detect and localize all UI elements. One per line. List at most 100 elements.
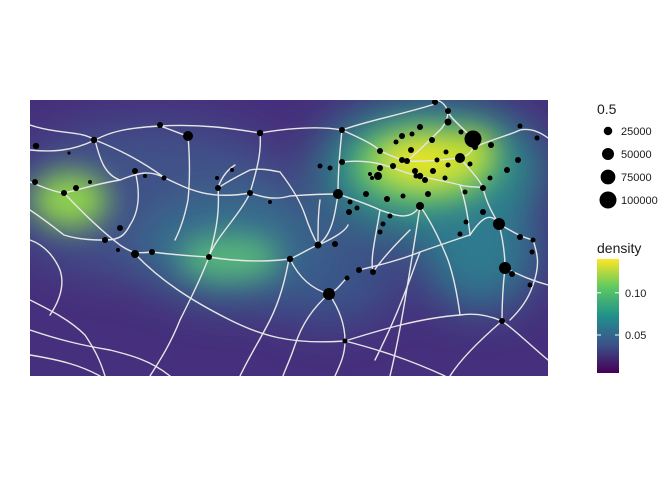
- city-point: [445, 162, 451, 168]
- city-point: [504, 167, 510, 173]
- road-line: [449, 320, 503, 376]
- city-point: [409, 131, 415, 137]
- city-point: [464, 130, 482, 148]
- road-line: [30, 354, 101, 376]
- road-line: [134, 253, 346, 343]
- city-point: [117, 225, 123, 231]
- density-surface: [30, 100, 548, 376]
- city-point: [430, 168, 436, 174]
- road-line: [341, 160, 421, 177]
- city-point: [116, 248, 120, 252]
- city-point: [161, 175, 167, 181]
- city-point: [157, 122, 163, 128]
- city-point: [374, 172, 382, 180]
- size-legend-circle: [599, 191, 617, 209]
- city-point: [457, 231, 463, 237]
- road-line: [249, 192, 339, 199]
- city-point: [425, 191, 431, 197]
- road-line: [30, 329, 171, 376]
- city-point: [387, 213, 393, 219]
- city-point: [131, 250, 139, 258]
- density-tick-label: 0.10: [625, 288, 646, 300]
- city-point: [102, 237, 108, 243]
- city-point: [515, 157, 521, 163]
- road-line: [374, 251, 421, 361]
- size-legend-circle: [600, 169, 616, 185]
- city-point: [339, 127, 345, 133]
- city-point: [413, 173, 419, 179]
- city-point: [339, 159, 345, 165]
- city-point: [509, 271, 515, 277]
- road-line: [30, 172, 166, 194]
- road-line: [30, 209, 106, 241]
- road-line: [344, 313, 503, 342]
- city-point: [390, 163, 396, 169]
- city-point: [377, 229, 383, 235]
- road-line: [217, 168, 281, 189]
- city-point: [480, 209, 486, 215]
- city-point: [344, 275, 350, 281]
- city-point: [517, 123, 523, 129]
- road-line: [459, 184, 471, 236]
- city-point: [534, 135, 540, 141]
- city-point: [317, 163, 323, 169]
- road-line: [474, 128, 548, 148]
- city-point: [370, 176, 374, 180]
- city-point: [333, 189, 343, 199]
- road-line: [174, 135, 191, 241]
- density-colorbar: [597, 259, 619, 373]
- city-point: [417, 124, 423, 130]
- road-line: [419, 205, 461, 316]
- city-point: [527, 282, 533, 288]
- city-point: [356, 267, 362, 273]
- city-point: [455, 153, 465, 163]
- city-point: [354, 205, 360, 211]
- city-point: [206, 254, 212, 260]
- city-point: [480, 185, 486, 191]
- city-point: [314, 241, 322, 249]
- city-point: [530, 237, 536, 243]
- road-line: [389, 205, 421, 376]
- city-point: [342, 338, 348, 344]
- density-legend-title: density: [597, 240, 641, 256]
- city-point: [346, 209, 352, 215]
- road-line: [372, 229, 411, 273]
- size-legend: 0.5 25000 50000 75000 100000: [597, 101, 658, 209]
- density-tick-label: 0.05: [625, 330, 646, 342]
- city-point: [429, 137, 435, 143]
- city-point: [32, 142, 40, 150]
- city-point: [149, 249, 155, 255]
- city-point: [458, 129, 464, 135]
- city-point: [412, 168, 418, 174]
- city-point: [215, 185, 221, 191]
- city-point: [286, 255, 294, 263]
- road-line: [104, 170, 139, 241]
- city-point: [487, 175, 493, 181]
- city-point: [432, 100, 438, 105]
- city-point: [408, 147, 414, 153]
- city-point: [400, 193, 406, 199]
- city-point: [215, 176, 219, 180]
- road-network: [30, 100, 548, 376]
- city-point: [517, 234, 523, 240]
- city-point: [183, 131, 193, 141]
- city-point: [332, 241, 338, 247]
- city-point: [445, 108, 451, 114]
- road-line: [239, 258, 290, 376]
- city-point: [434, 157, 440, 163]
- density-legend: density 0.10 0.05: [597, 240, 646, 373]
- size-legend-title: 0.5: [597, 101, 617, 117]
- city-point: [499, 262, 511, 274]
- city-point: [256, 129, 264, 137]
- city-point: [377, 148, 383, 154]
- city-point: [399, 133, 405, 139]
- city-point: [73, 185, 79, 191]
- road-line: [149, 256, 210, 376]
- city-point: [463, 219, 469, 225]
- city-point: [143, 174, 147, 178]
- city-point: [368, 172, 372, 176]
- city-point: [499, 318, 505, 324]
- city-point: [393, 139, 399, 145]
